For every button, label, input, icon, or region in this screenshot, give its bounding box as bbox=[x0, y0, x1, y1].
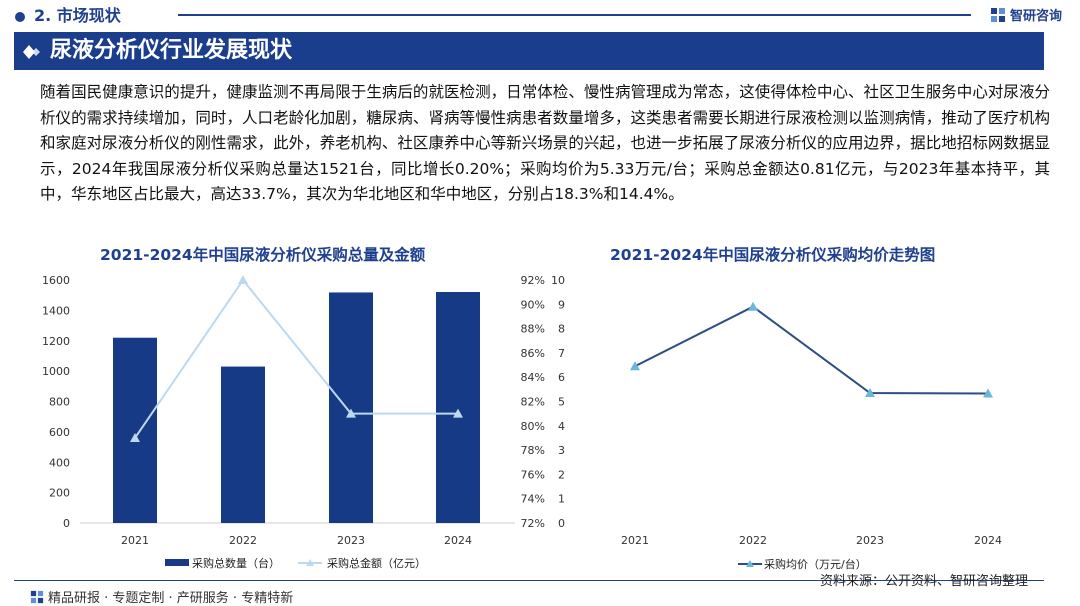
chart2-price-point bbox=[865, 387, 875, 397]
legend-line-label: 采购均价（万元/台） bbox=[764, 557, 867, 571]
footer-logo-icon bbox=[30, 590, 44, 603]
chart1-bar bbox=[113, 337, 157, 523]
chart2-y-tick: 5 bbox=[558, 396, 565, 409]
chart2-left-tick: 76% bbox=[521, 468, 545, 481]
legend-line-label: 采购总金额（亿元） bbox=[327, 556, 426, 570]
chart1-x-label: 2022 bbox=[229, 534, 257, 547]
legend-line-marker bbox=[746, 560, 754, 567]
chart2-y-tick: 6 bbox=[558, 371, 565, 384]
chart2-y-tick: 1 bbox=[558, 493, 565, 506]
chart2-left-tick: 74% bbox=[521, 493, 545, 506]
chart2-x-label: 2021 bbox=[621, 534, 649, 547]
section-bullet bbox=[15, 12, 25, 22]
banner-title: 尿液分析仪行业发展现状 bbox=[50, 38, 293, 63]
chart2-left-tick: 88% bbox=[521, 323, 545, 336]
description-paragraph: 随着国民健康意识的提升，健康监测不再局限于生病后的就医检测，日常体检、慢性病管理… bbox=[40, 83, 1050, 203]
chart1-y-tick: 600 bbox=[49, 426, 70, 439]
chart1-title: 2021-2024年中国尿液分析仪采购总量及金额 bbox=[100, 246, 426, 264]
diamond-icon bbox=[23, 45, 40, 59]
chart2-left-tick: 84% bbox=[521, 371, 545, 384]
chart1-x-label: 2024 bbox=[444, 534, 472, 547]
chart2-legend: 采购均价（万元/台） bbox=[738, 557, 867, 571]
chart2-price-point bbox=[630, 361, 640, 371]
chart2-left-tick: 82% bbox=[521, 396, 545, 409]
logo-icon bbox=[991, 7, 1005, 22]
chart2-left-tick: 80% bbox=[521, 420, 545, 433]
chart2-y-tick: 8 bbox=[558, 323, 565, 336]
chart1-amount-point bbox=[130, 432, 140, 442]
chart2-price-point bbox=[748, 301, 758, 311]
chart1-y-tick: 800 bbox=[49, 396, 70, 409]
chart2-x-label: 2023 bbox=[856, 534, 884, 547]
footer-tagline-text: 精品研报 · 专题定制 · 产研服务 · 专精特新 bbox=[48, 591, 294, 606]
chart1-bar bbox=[329, 292, 373, 523]
logo-text: 智研咨询 bbox=[1010, 9, 1063, 24]
chart1-y-tick: 1000 bbox=[42, 365, 70, 378]
brand-logo: 智研咨询 bbox=[990, 5, 1062, 24]
chart2-left-tick: 86% bbox=[521, 347, 545, 360]
header-rule bbox=[178, 14, 971, 16]
chart2: 72% 74% 76% 78% 80% 82% 84% 86% 88% 90% 92% 0 1 2 3 4 5… bbox=[521, 274, 1002, 571]
chart2-left-tick: 90% bbox=[521, 298, 545, 311]
chart1-y-tick: 0 bbox=[63, 517, 70, 530]
legend-bar-label: 采购总数量（台） bbox=[192, 556, 280, 570]
chart2-y-tick: 10 bbox=[551, 274, 565, 287]
chart2-y-tick: 2 bbox=[558, 468, 565, 481]
chart1-amount-point bbox=[346, 408, 356, 418]
chart1-bar bbox=[436, 291, 480, 523]
chart1-y-tick: 1400 bbox=[42, 304, 70, 317]
chart2-y-tick: 4 bbox=[558, 420, 565, 433]
chart2-left-tick: 72% bbox=[521, 517, 545, 530]
footer-rule bbox=[14, 580, 1044, 581]
chart1: 0 200 400 600 800 1000 1200 1400 1600 2021 2022 20… bbox=[42, 274, 515, 570]
chart1-legend: 采购总数量（台） 采购总金额（亿元） bbox=[165, 556, 426, 570]
chart2-price-point bbox=[983, 388, 993, 398]
chart1-y-tick: 1200 bbox=[42, 335, 70, 348]
chart1-bar bbox=[221, 366, 265, 523]
chart2-y-tick: 3 bbox=[558, 444, 565, 457]
chart1-y-tick: 400 bbox=[49, 456, 70, 469]
chart1-x-label: 2023 bbox=[337, 534, 365, 547]
legend-line-marker bbox=[306, 559, 314, 566]
title-banner bbox=[14, 32, 1044, 70]
source-note: 资料来源：公开资料、智研咨询整理 bbox=[820, 574, 1029, 589]
chart2-left-tick: 78% bbox=[521, 444, 545, 457]
chart2-title: 2021-2024年中国尿液分析仪采购均价走势图 bbox=[610, 246, 936, 264]
chart1-amount-point bbox=[453, 408, 463, 418]
legend-bar-swatch bbox=[165, 559, 189, 566]
chart2-y-tick: 9 bbox=[558, 298, 565, 311]
chart1-y-tick: 1600 bbox=[42, 274, 70, 287]
footer-tagline: 精品研报 · 专题定制 · 产研服务 · 专精特新 bbox=[30, 587, 293, 606]
section-title: 2. 市场现状 bbox=[34, 6, 121, 25]
chart2-x-label: 2022 bbox=[739, 534, 767, 547]
chart1-amount-point bbox=[238, 275, 248, 284]
chart1-amount-line bbox=[134, 278, 458, 439]
chart2-y-tick: 0 bbox=[558, 517, 565, 530]
chart2-left-tick: 92% bbox=[521, 274, 545, 287]
chart2-price-line bbox=[634, 305, 989, 395]
chart1-x-label: 2021 bbox=[121, 534, 149, 547]
chart2-y-tick: 7 bbox=[558, 347, 565, 360]
chart1-y-tick: 200 bbox=[49, 487, 70, 500]
chart2-x-label: 2024 bbox=[974, 534, 1002, 547]
